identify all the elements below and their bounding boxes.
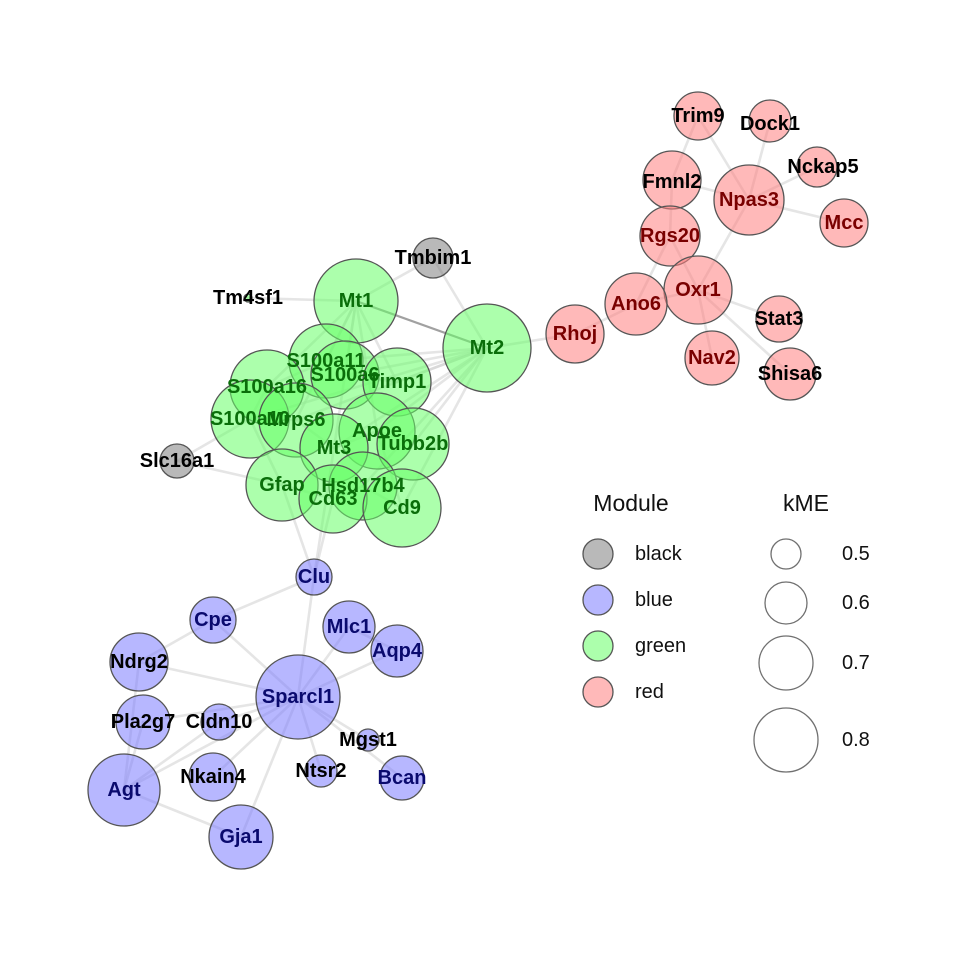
node-cpe[interactable]: [189, 596, 237, 644]
node-tmbim1[interactable]: [412, 237, 454, 279]
node-mt2[interactable]: [442, 303, 532, 393]
node-label-apoe: Apoe: [352, 420, 402, 442]
node-label-mgst1: Mgst1: [339, 729, 397, 751]
node-label-s100a6: S100a6: [311, 364, 380, 386]
node-label-dock1: Dock1: [740, 113, 800, 135]
node-label-shisa6: Shisa6: [758, 363, 822, 385]
node-layer: [87, 91, 869, 870]
legend-key-red: [582, 676, 614, 708]
legend-label-green: green: [635, 635, 686, 657]
node-label-mlc1: Mlc1: [327, 616, 371, 638]
node-ndrg2[interactable]: [109, 632, 169, 692]
node-nckap5[interactable]: [796, 146, 838, 188]
node-label-mrps6: Mrps6: [267, 409, 326, 431]
node-label-s100a10: S100a10: [210, 408, 290, 430]
node-dock1[interactable]: [748, 99, 792, 143]
legend-key-blue: [582, 584, 614, 616]
node-label-nkain4: Nkain4: [180, 766, 246, 788]
node-label-rhoj: Rhoj: [553, 323, 597, 345]
legend-kme-circle-0-5: [770, 538, 802, 570]
node-label-tubb2b: Tubb2b: [378, 433, 449, 455]
node-label-agt: Agt: [107, 779, 141, 801]
node-label-tmbim1: Tmbim1: [395, 247, 472, 269]
legend-kme-title: kME: [783, 490, 829, 516]
node-label-clu: Clu: [298, 566, 330, 588]
node-label-cd63: Cd63: [309, 488, 358, 510]
node-tm4sf1[interactable]: [243, 293, 253, 303]
node-ano6[interactable]: [604, 272, 668, 336]
legend-kme-label-0-7: 0.7: [842, 652, 870, 674]
node-gja1[interactable]: [208, 804, 274, 870]
node-label-stat3: Stat3: [755, 308, 804, 330]
node-label-s100a16: S100a16: [227, 376, 307, 398]
legend-kme-label-0-8: 0.8: [842, 729, 870, 751]
node-label-aqp4: Aqp4: [372, 640, 423, 662]
legend-label-blue: blue: [635, 589, 673, 611]
node-cd9[interactable]: [362, 468, 442, 548]
label-layer: Trim9 Dock1 Nckap5 Fmnl2 Npas3 Mcc Rgs20 Oxr1 An…: [107, 105, 863, 848]
node-label-nav2: Nav2: [688, 347, 736, 369]
node-label-mt2: Mt2: [470, 337, 504, 359]
legend-kme-label-0-5: 0.5: [842, 543, 870, 565]
node-stat3[interactable]: [755, 295, 803, 343]
node-label-pla2g7: Pla2g7: [111, 711, 175, 733]
node-clu[interactable]: [295, 558, 333, 596]
node-label-trim9: Trim9: [671, 105, 724, 127]
legend-key-black: [582, 538, 614, 570]
node-label-slc16a1: Slc16a1: [140, 450, 215, 472]
node-label-oxr1: Oxr1: [675, 279, 721, 301]
node-label-mt1: Mt1: [339, 290, 373, 312]
node-npas3[interactable]: [713, 164, 785, 236]
node-slc16a1[interactable]: [159, 443, 195, 479]
node-ntsr2[interactable]: [304, 754, 338, 788]
node-label-timp1: Timp1: [368, 371, 427, 393]
node-label-npas3: Npas3: [719, 189, 779, 211]
legend-label-black: black: [635, 543, 683, 565]
node-mcc[interactable]: [819, 198, 869, 248]
node-label-nckap5: Nckap5: [787, 156, 858, 178]
legend-label-red: red: [635, 681, 664, 703]
node-nav2[interactable]: [684, 330, 740, 386]
node-label-cldn10: Cldn10: [186, 711, 253, 733]
node-sparcl1[interactable]: [255, 654, 341, 740]
node-shisa6[interactable]: [763, 347, 817, 401]
node-rgs20[interactable]: [639, 205, 701, 267]
legend-key-green: [582, 630, 614, 662]
node-bcan[interactable]: [379, 755, 425, 801]
node-aqp4[interactable]: [370, 624, 424, 678]
legend-module-title: Module: [593, 490, 668, 516]
node-label-ndrg2: Ndrg2: [110, 651, 168, 673]
node-label-mcc: Mcc: [825, 212, 864, 234]
node-label-gfap: Gfap: [259, 474, 305, 496]
node-label-ano6: Ano6: [611, 293, 661, 315]
node-label-fmnl2: Fmnl2: [643, 171, 702, 193]
node-rhoj[interactable]: [545, 304, 605, 364]
legend-module-keys: black blue green red: [582, 538, 686, 708]
node-label-tm4sf1: Tm4sf1: [213, 287, 283, 309]
node-trim9[interactable]: [673, 91, 723, 141]
node-mlc1[interactable]: [322, 600, 376, 654]
legend-kme-label-0-6: 0.6: [842, 592, 870, 614]
node-agt[interactable]: [87, 753, 161, 827]
node-label-s100a11: S100a11: [287, 350, 366, 372]
node-label-cd9: Cd9: [383, 497, 421, 519]
node-label-gja1: Gja1: [219, 826, 262, 848]
node-cldn10[interactable]: [200, 703, 238, 741]
node-label-bcan: Bcan: [378, 767, 427, 789]
node-label-sparcl1: Sparcl1: [262, 686, 334, 708]
legend-kme-keys: 0.5 0.6 0.7 0.8: [753, 538, 870, 773]
node-mgst1[interactable]: [356, 728, 380, 752]
node-label-cpe: Cpe: [194, 609, 232, 631]
node-label-rgs20: Rgs20: [640, 225, 700, 247]
node-nkain4[interactable]: [188, 752, 238, 802]
node-pla2g7[interactable]: [115, 694, 171, 750]
node-label-hsd17b4: Hsd17b4: [321, 475, 405, 497]
legend-kme-circle-0-7: [758, 635, 814, 691]
legend-kme-circle-0-6: [764, 581, 808, 625]
node-label-mt3: Mt3: [317, 437, 351, 459]
legend-kme-circle-0-8: [753, 707, 819, 773]
node-label-ntsr2: Ntsr2: [295, 760, 346, 782]
